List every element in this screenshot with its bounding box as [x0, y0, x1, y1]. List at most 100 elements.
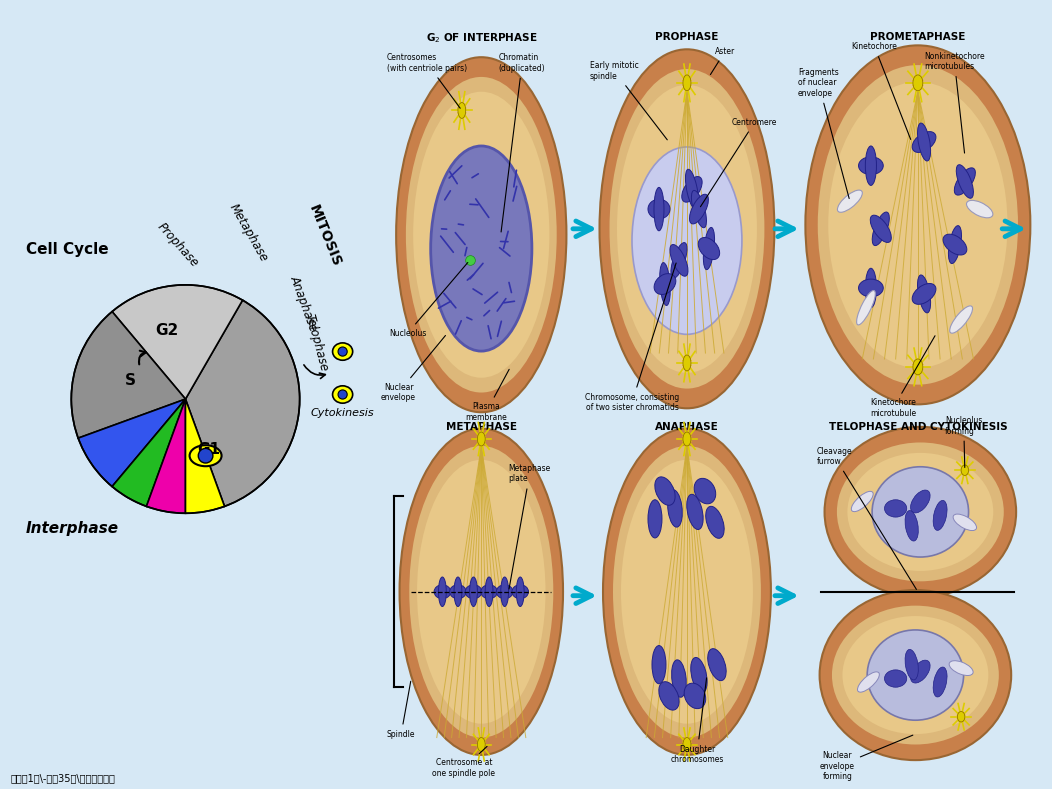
Circle shape — [478, 738, 485, 751]
Ellipse shape — [866, 146, 876, 185]
Ellipse shape — [933, 500, 947, 530]
Ellipse shape — [870, 215, 891, 242]
Text: PROPHASE: PROPHASE — [655, 32, 719, 42]
Ellipse shape — [917, 123, 931, 161]
Wedge shape — [185, 300, 300, 507]
Circle shape — [338, 390, 347, 399]
Ellipse shape — [867, 630, 964, 720]
Ellipse shape — [686, 170, 699, 209]
Ellipse shape — [949, 660, 973, 675]
Ellipse shape — [704, 227, 714, 270]
Ellipse shape — [858, 279, 884, 297]
Ellipse shape — [654, 274, 675, 294]
Ellipse shape — [652, 645, 666, 684]
Text: Nucleolus: Nucleolus — [389, 263, 468, 338]
Ellipse shape — [469, 577, 478, 607]
Ellipse shape — [832, 606, 998, 745]
Ellipse shape — [943, 234, 967, 255]
Text: Nuclear
envelope
forming: Nuclear envelope forming — [820, 735, 913, 781]
Text: Nucleolus
forming: Nucleolus forming — [945, 416, 983, 467]
Ellipse shape — [872, 212, 889, 245]
Circle shape — [198, 448, 213, 463]
Ellipse shape — [600, 50, 774, 409]
Ellipse shape — [954, 168, 975, 195]
Ellipse shape — [417, 460, 546, 724]
Circle shape — [338, 347, 347, 356]
Ellipse shape — [837, 190, 863, 212]
Ellipse shape — [406, 77, 557, 393]
Ellipse shape — [465, 585, 482, 599]
Ellipse shape — [843, 616, 988, 734]
Text: Metaphase: Metaphase — [226, 201, 270, 264]
Text: G2: G2 — [156, 323, 179, 338]
Text: Prophase: Prophase — [155, 220, 201, 269]
Wedge shape — [113, 399, 185, 507]
Ellipse shape — [911, 660, 930, 683]
Ellipse shape — [485, 577, 493, 607]
Ellipse shape — [828, 82, 1008, 368]
Ellipse shape — [659, 682, 680, 710]
Ellipse shape — [517, 577, 524, 607]
Circle shape — [957, 712, 965, 722]
Ellipse shape — [434, 585, 450, 599]
Ellipse shape — [691, 657, 707, 693]
Text: G1: G1 — [197, 442, 220, 457]
Ellipse shape — [694, 478, 715, 504]
Ellipse shape — [956, 165, 973, 198]
Text: G$_2$ OF INTERPHASE: G$_2$ OF INTERPHASE — [425, 32, 538, 45]
Ellipse shape — [409, 446, 553, 738]
Text: S: S — [125, 373, 136, 388]
Ellipse shape — [671, 660, 686, 697]
Circle shape — [458, 103, 466, 118]
Wedge shape — [78, 399, 185, 487]
Text: Centrosome at
one spindle pole: Centrosome at one spindle pole — [432, 746, 495, 778]
Text: Kinetochore
microtubule: Kinetochore microtubule — [870, 336, 935, 418]
Ellipse shape — [501, 577, 508, 607]
Text: Cleavage
furrow: Cleavage furrow — [816, 447, 916, 589]
Ellipse shape — [949, 226, 962, 264]
Text: Early mitotic
spindle: Early mitotic spindle — [590, 62, 667, 140]
Text: ANAPHASE: ANAPHASE — [655, 421, 719, 432]
Ellipse shape — [950, 306, 972, 333]
Ellipse shape — [671, 242, 687, 279]
Circle shape — [683, 432, 691, 446]
Circle shape — [683, 355, 691, 371]
Text: PROMETAPHASE: PROMETAPHASE — [870, 32, 966, 42]
Ellipse shape — [848, 453, 993, 571]
Ellipse shape — [885, 670, 907, 687]
Ellipse shape — [449, 585, 466, 599]
Text: Chromosome, consisting
of two sister chromatids: Chromosome, consisting of two sister chr… — [585, 263, 680, 412]
Text: Anaphase: Anaphase — [288, 274, 320, 333]
Ellipse shape — [621, 460, 753, 724]
Ellipse shape — [660, 263, 670, 305]
Ellipse shape — [439, 577, 446, 607]
Text: Nonkinetochore
microtubules: Nonkinetochore microtubules — [924, 51, 985, 153]
Circle shape — [913, 359, 923, 375]
Ellipse shape — [609, 69, 765, 389]
Text: Cell Cycle: Cell Cycle — [25, 242, 108, 257]
Text: TELOPHASE AND CYTOKINESIS: TELOPHASE AND CYTOKINESIS — [829, 421, 1007, 432]
Ellipse shape — [699, 237, 720, 260]
Ellipse shape — [912, 283, 936, 305]
Ellipse shape — [825, 427, 1016, 597]
Text: Spindle: Spindle — [387, 681, 416, 739]
Text: Fragments
of nuclear
envelope: Fragments of nuclear envelope — [798, 68, 849, 199]
Ellipse shape — [189, 445, 222, 466]
Ellipse shape — [497, 585, 513, 599]
Ellipse shape — [481, 585, 498, 599]
Ellipse shape — [933, 667, 947, 697]
Wedge shape — [146, 399, 185, 514]
Ellipse shape — [454, 577, 462, 607]
Ellipse shape — [603, 428, 771, 755]
Ellipse shape — [885, 499, 907, 517]
Wedge shape — [185, 399, 224, 514]
Ellipse shape — [648, 200, 670, 219]
Ellipse shape — [613, 446, 761, 738]
Text: Daughter
chromosomes: Daughter chromosomes — [670, 678, 724, 764]
Text: Metaphase
plate: Metaphase plate — [508, 464, 551, 589]
Circle shape — [478, 432, 485, 446]
Text: 现在是1页\-共有35页\编辑于星期三: 现在是1页\-共有35页\编辑于星期三 — [11, 772, 116, 783]
Ellipse shape — [413, 92, 549, 378]
Ellipse shape — [912, 132, 936, 152]
Text: Centrosomes
(with centriole pairs): Centrosomes (with centriole pairs) — [387, 54, 467, 108]
